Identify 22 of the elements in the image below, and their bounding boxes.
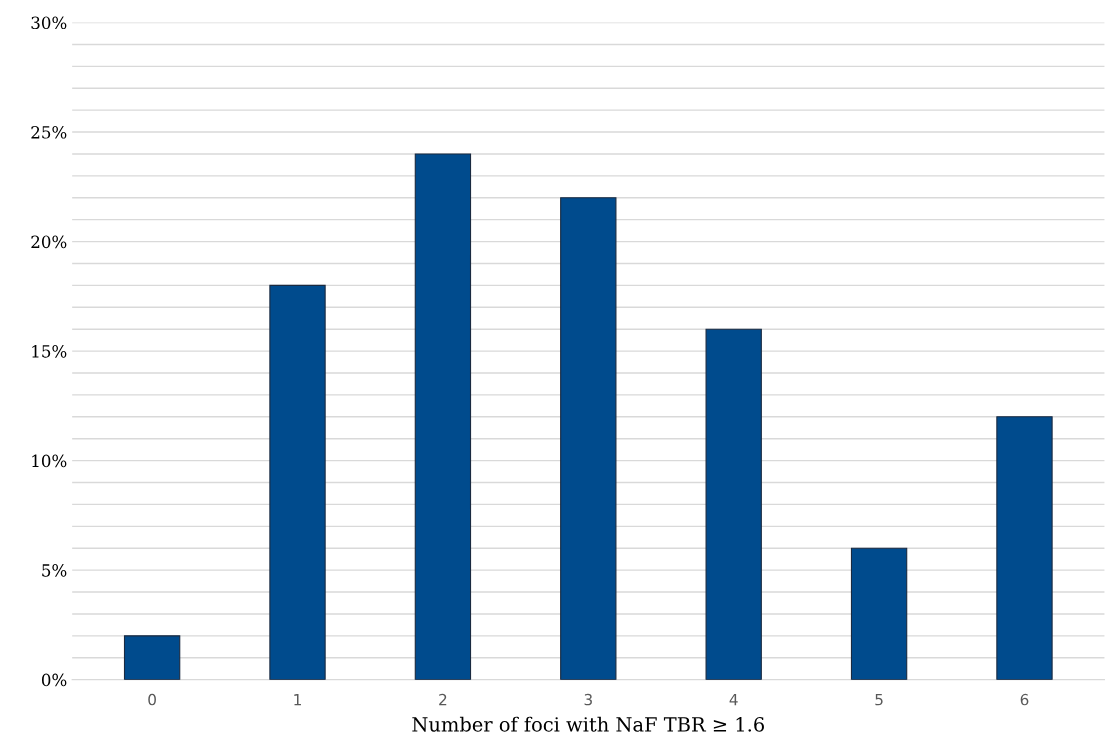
y-tick-label: 5%: [42, 564, 67, 577]
bar: [705, 328, 762, 680]
x-tick-label: 3: [584, 693, 592, 706]
bar: [414, 153, 472, 680]
x-tick-label: 5: [875, 694, 883, 706]
bar: [850, 547, 908, 680]
y-tick-label: 20%: [31, 235, 67, 249]
x-tick-label: 2: [439, 693, 447, 706]
x-tick-label: 4: [729, 694, 738, 706]
y-tick-label: 0%: [41, 673, 67, 687]
y-tick-label: 15%: [32, 345, 67, 358]
bar: [560, 197, 617, 680]
x-axis-title: Number of foci with NaF TBR ≥ 1.6: [412, 716, 764, 732]
bar: [123, 635, 181, 680]
x-tick-label: 6: [1020, 693, 1029, 706]
bar: [996, 416, 1053, 680]
x-tick-label: 0: [148, 693, 156, 706]
y-tick-label: 25%: [31, 126, 67, 139]
y-tick-label: 10%: [32, 454, 67, 468]
x-tick-label: 1: [294, 694, 301, 706]
y-tick-label: 30%: [31, 16, 67, 30]
bar: [269, 284, 326, 680]
